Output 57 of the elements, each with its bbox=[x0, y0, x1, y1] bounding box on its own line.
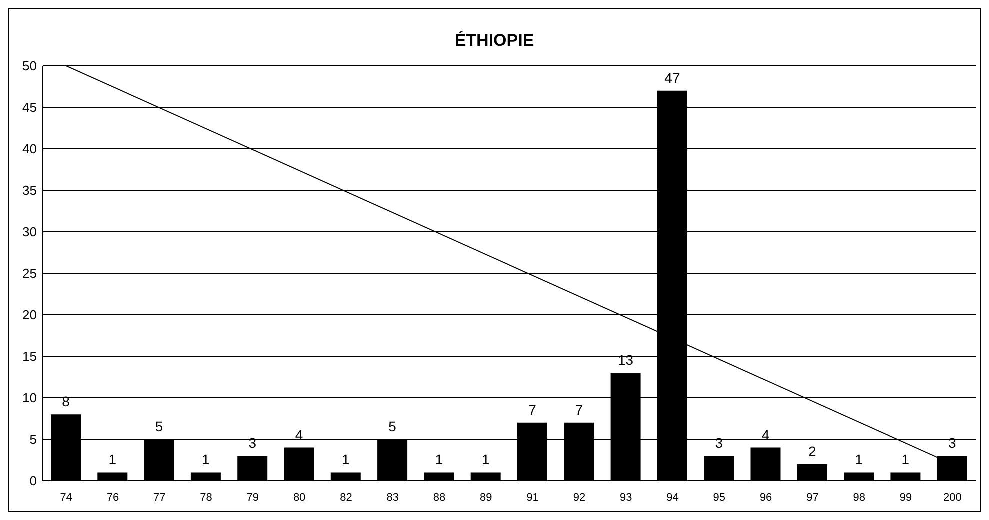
data-label: 7 bbox=[575, 402, 584, 418]
data-label: 5 bbox=[388, 418, 397, 434]
bar bbox=[190, 472, 221, 481]
data-label: 1 bbox=[435, 452, 444, 468]
x-tick-label: 76 bbox=[106, 492, 120, 504]
x-tick-label: 77 bbox=[154, 492, 166, 504]
data-label: 5 bbox=[155, 418, 164, 434]
y-tick-label: 0 bbox=[30, 474, 37, 489]
x-tick-label: 96 bbox=[760, 492, 772, 504]
bar bbox=[750, 448, 781, 481]
y-tick-label: 15 bbox=[22, 349, 37, 364]
data-label: 1 bbox=[902, 452, 910, 468]
bar bbox=[284, 448, 314, 481]
x-tick-label: 74 bbox=[60, 492, 72, 504]
x-tick-label: 94 bbox=[666, 492, 679, 504]
x-tick-label: 91 bbox=[526, 492, 539, 504]
data-label: 1 bbox=[482, 452, 490, 468]
y-tick-label: 45 bbox=[22, 100, 37, 116]
y-tick-label: 25 bbox=[22, 266, 37, 282]
y-tick-label: 35 bbox=[22, 183, 37, 198]
bar bbox=[330, 472, 361, 481]
x-tick-label: 79 bbox=[246, 492, 260, 504]
data-label: 1 bbox=[108, 452, 117, 468]
y-tick-label: 30 bbox=[22, 224, 37, 240]
bar bbox=[424, 472, 454, 481]
x-tick-label: 83 bbox=[386, 492, 399, 504]
bar bbox=[238, 456, 268, 481]
y-tick-label: 5 bbox=[30, 432, 37, 448]
data-label: 1 bbox=[342, 452, 350, 468]
bar bbox=[704, 456, 734, 481]
x-tick-label: 92 bbox=[573, 492, 586, 504]
y-tick-label: 20 bbox=[22, 308, 37, 323]
x-tick-label: 95 bbox=[713, 492, 726, 504]
data-label: 1 bbox=[855, 452, 864, 468]
data-label: 47 bbox=[664, 70, 680, 86]
x-tick-label: 88 bbox=[433, 492, 446, 504]
x-tick-label: 200 bbox=[943, 492, 962, 504]
x-tick-label: 82 bbox=[340, 492, 352, 504]
x-tick-label: 93 bbox=[620, 492, 632, 504]
x-tick-label: 97 bbox=[806, 492, 819, 504]
chart-title: ÉTHIOPIE bbox=[454, 31, 536, 51]
bar bbox=[470, 472, 501, 481]
bar bbox=[890, 472, 921, 481]
bar bbox=[98, 472, 128, 481]
y-tick-label: 50 bbox=[22, 58, 37, 74]
x-tick-label: 80 bbox=[293, 492, 306, 504]
data-label: 7 bbox=[528, 402, 537, 418]
bar bbox=[844, 472, 874, 481]
x-tick-label: 99 bbox=[900, 492, 912, 504]
y-tick-label: 40 bbox=[22, 142, 37, 157]
y-tick-label: 10 bbox=[22, 390, 37, 406]
x-tick-label: 98 bbox=[853, 492, 866, 504]
x-tick-label: 89 bbox=[480, 492, 492, 504]
x-tick-label: 78 bbox=[200, 492, 212, 504]
data-label: 2 bbox=[808, 443, 816, 460]
data-label: 1 bbox=[202, 452, 210, 468]
bar bbox=[797, 464, 828, 481]
